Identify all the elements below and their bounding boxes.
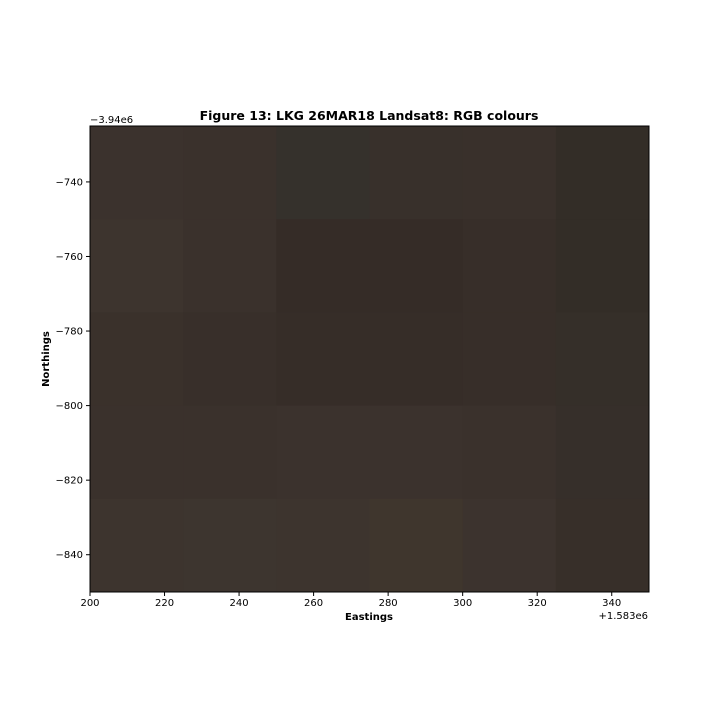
x-tick-label: 240 bbox=[230, 598, 249, 609]
y-axis: −740 −760 −780 −800 −820 −840 bbox=[56, 177, 90, 561]
y-offset-label: −3.94e6 bbox=[90, 115, 133, 126]
y-tick-label: −820 bbox=[56, 476, 83, 487]
raster-pixel bbox=[183, 405, 277, 500]
x-tick-label: 280 bbox=[379, 598, 398, 609]
raster-pixel bbox=[462, 219, 557, 313]
x-tick-label: 260 bbox=[304, 598, 323, 609]
x-tick-label: 340 bbox=[602, 598, 621, 609]
raster-pixel bbox=[276, 219, 370, 313]
x-offset-label: +1.583e6 bbox=[598, 611, 648, 622]
plot-frame bbox=[89, 125, 650, 593]
x-axis: 200 220 240 260 280 300 320 340 bbox=[80, 592, 621, 609]
raster-pixel bbox=[555, 498, 650, 593]
raster-pixel bbox=[183, 126, 277, 220]
raster-pixel bbox=[276, 405, 370, 500]
raster-pixel bbox=[183, 498, 277, 593]
raster-pixel bbox=[90, 126, 184, 220]
raster-pixel bbox=[555, 405, 650, 500]
y-tick-label: −780 bbox=[56, 327, 83, 338]
raster-image bbox=[90, 126, 650, 593]
raster-pixel bbox=[276, 498, 370, 593]
x-tick-label: 200 bbox=[80, 598, 99, 609]
y-tick-label: −800 bbox=[56, 401, 83, 412]
raster-pixel bbox=[276, 126, 370, 220]
raster-pixel bbox=[276, 312, 370, 407]
raster-pixel bbox=[90, 219, 184, 313]
raster-pixel bbox=[555, 312, 650, 407]
x-tick-label: 220 bbox=[155, 598, 174, 609]
raster-pixel bbox=[555, 219, 650, 313]
raster-pixel bbox=[183, 219, 277, 313]
y-axis-label: Northings bbox=[41, 331, 52, 387]
chart-title: Figure 13: LKG 26MAR18 Landsat8: RGB col… bbox=[200, 108, 539, 123]
raster-pixel bbox=[369, 126, 464, 220]
raster-pixel bbox=[90, 312, 184, 407]
raster-pixel bbox=[555, 126, 650, 220]
raster-pixel bbox=[90, 405, 184, 500]
y-tick-label: −740 bbox=[56, 177, 83, 188]
raster-pixel bbox=[369, 498, 464, 593]
x-axis-label: Eastings bbox=[345, 612, 393, 623]
raster-pixel bbox=[462, 126, 557, 220]
raster-pixel bbox=[369, 219, 464, 313]
raster-pixel bbox=[90, 498, 184, 593]
raster-pixel bbox=[462, 405, 557, 500]
raster-pixel bbox=[462, 312, 557, 407]
y-tick-label: −760 bbox=[56, 252, 83, 263]
raster-pixel bbox=[369, 312, 464, 407]
raster-pixel bbox=[369, 405, 464, 500]
raster-pixel bbox=[462, 498, 557, 593]
y-tick-label: −840 bbox=[56, 550, 83, 561]
raster-pixel bbox=[183, 312, 277, 407]
x-tick-label: 300 bbox=[453, 598, 472, 609]
x-tick-label: 320 bbox=[528, 598, 547, 609]
